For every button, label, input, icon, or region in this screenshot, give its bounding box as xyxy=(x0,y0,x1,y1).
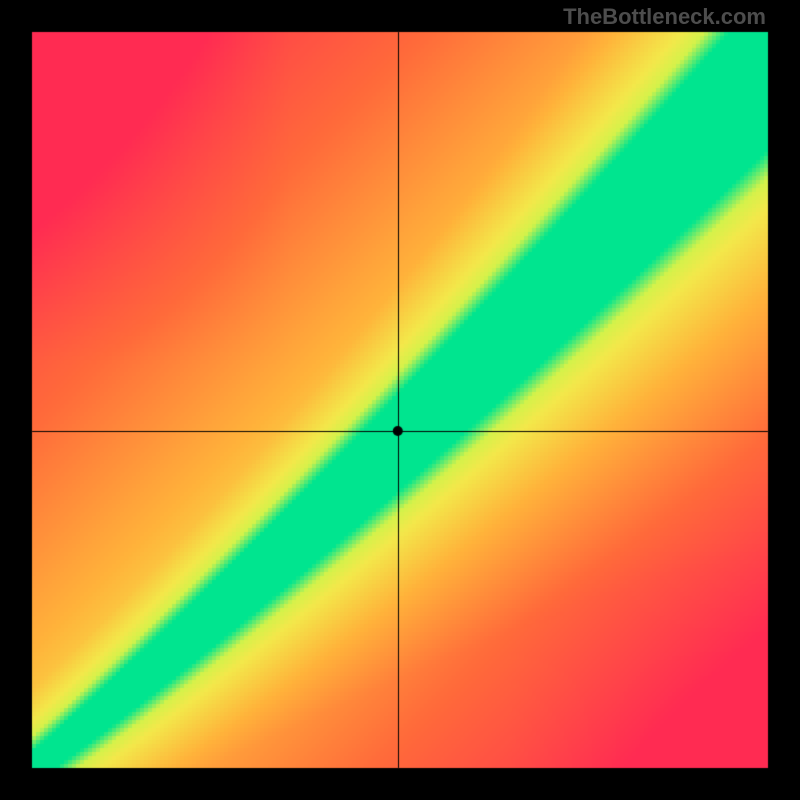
overlay-canvas xyxy=(0,0,800,800)
chart-container: TheBottleneck.com xyxy=(0,0,800,800)
watermark-text: TheBottleneck.com xyxy=(563,4,766,30)
